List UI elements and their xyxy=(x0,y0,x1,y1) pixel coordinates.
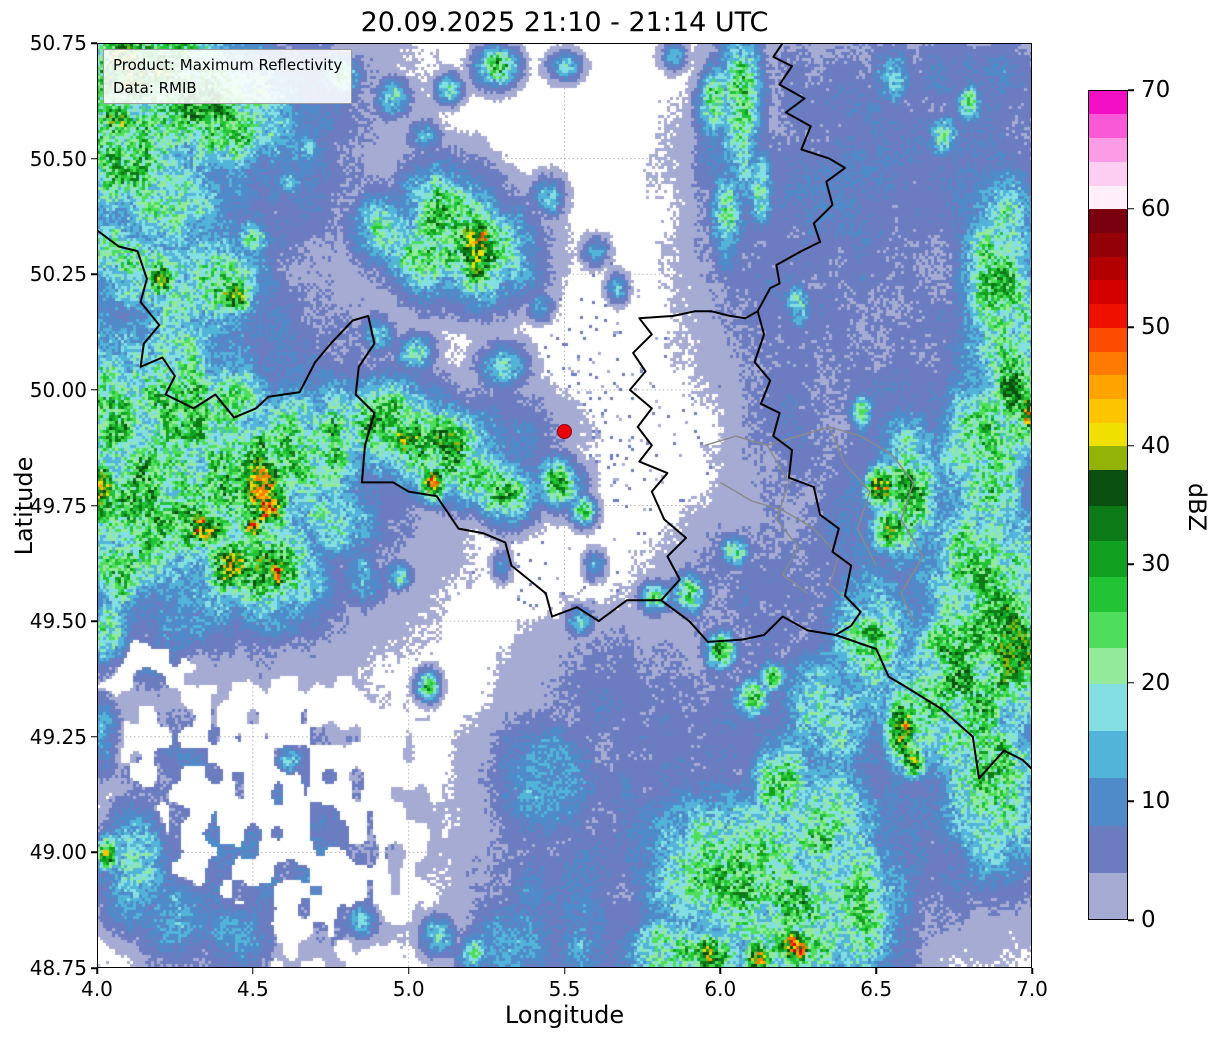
colorbar-segment xyxy=(1088,90,1128,115)
y-tick-mark xyxy=(91,273,97,275)
colorbar-segment xyxy=(1088,730,1128,779)
y-tick-label: 50.25 xyxy=(29,262,87,287)
x-tick-label: 5.5 xyxy=(548,977,581,1001)
colorbar-segment xyxy=(1088,374,1128,399)
colorbar-axis-label: dBZ xyxy=(1183,482,1211,532)
colorbar-segment xyxy=(1088,279,1128,305)
colorbar-tick-label: 70 xyxy=(1141,77,1171,103)
y-tick-mark xyxy=(91,967,97,969)
x-tick-label: 7.0 xyxy=(1016,977,1048,1001)
colorbar-segment xyxy=(1088,398,1128,423)
x-tick-mark xyxy=(407,968,410,974)
y-tick-mark xyxy=(91,851,97,854)
x-tick-mark xyxy=(1031,968,1033,974)
colorbar-segment xyxy=(1088,611,1128,648)
y-tick-mark xyxy=(91,736,97,738)
y-tick-label: 48.75 xyxy=(29,956,87,980)
y-tick-label: 50.75 xyxy=(29,31,87,55)
y-tick-mark xyxy=(91,620,97,622)
colorbar-tick-mark xyxy=(1128,800,1134,803)
colorbar-tick-mark xyxy=(1128,919,1134,921)
colorbar-segment xyxy=(1088,777,1128,826)
radar-site-marker xyxy=(557,424,572,439)
info-box: Product: Maximum Reflectivity Data: RMIB xyxy=(103,49,353,104)
y-tick-mark xyxy=(91,157,97,160)
colorbar-segment xyxy=(1088,303,1128,328)
colorbar-tick-label: 20 xyxy=(1141,669,1171,696)
colorbar-tick-label: 60 xyxy=(1141,195,1171,222)
y-tick-label: 49.00 xyxy=(29,840,87,865)
info-box-source: Data: RMIB xyxy=(113,78,197,97)
y-tick-label: 49.50 xyxy=(29,609,87,634)
colorbar-segment xyxy=(1088,422,1128,447)
colorbar-tick-label: 30 xyxy=(1141,551,1171,578)
colorbar-segment xyxy=(1088,161,1128,186)
colorbar-tick-mark xyxy=(1128,326,1134,328)
district-border xyxy=(704,426,924,622)
colorbar-tick-mark xyxy=(1128,682,1134,684)
y-tick-label: 49.75 xyxy=(29,493,87,518)
x-tick-label: 6.0 xyxy=(704,977,737,1001)
colorbar-tick-mark xyxy=(1128,207,1134,210)
x-tick-mark xyxy=(96,968,98,974)
colorbar-segment xyxy=(1088,505,1128,542)
x-tick-mark xyxy=(719,968,722,974)
y-tick-label: 49.25 xyxy=(29,724,87,749)
country-border xyxy=(97,229,1032,780)
plot-title: 20.09.2025 21:10 - 21:14 UTC xyxy=(360,7,769,38)
colorbar-segment xyxy=(1088,350,1128,376)
y-tick-mark xyxy=(91,504,97,507)
x-tick-mark xyxy=(875,968,877,974)
colorbar-segments xyxy=(1088,90,1128,920)
colorbar-tick-label: 0 xyxy=(1141,907,1156,933)
colorbar-segment xyxy=(1088,540,1128,577)
colorbar-segment xyxy=(1088,256,1128,281)
colorbar-tick-mark xyxy=(1128,444,1134,447)
colorbar-segment xyxy=(1088,576,1128,613)
colorbar-segment xyxy=(1088,647,1128,684)
district-border xyxy=(766,445,809,594)
y-tick-mark xyxy=(91,389,97,391)
x-tick-mark xyxy=(252,968,254,974)
colorbar-segment xyxy=(1088,137,1128,162)
country-border xyxy=(628,43,846,602)
colorbar-segment xyxy=(1088,872,1128,920)
colorbar-tick-label: 50 xyxy=(1141,314,1171,341)
borders-layer xyxy=(97,43,1032,780)
colorbar-tick-mark xyxy=(1128,563,1134,566)
colorbar-segment xyxy=(1088,327,1128,352)
colorbar-tick-mark xyxy=(1128,89,1134,91)
colorbar-segment xyxy=(1088,208,1128,233)
map-plot-area: Product: Maximum Reflectivity Data: RMIB xyxy=(97,43,1032,968)
x-tick-label: 4.0 xyxy=(81,977,113,1001)
x-tick-label: 6.5 xyxy=(860,977,893,1001)
colorbar-segment xyxy=(1088,682,1128,731)
colorbar-segment xyxy=(1088,113,1128,139)
colorbar-tick-label: 10 xyxy=(1141,788,1171,815)
x-tick-mark xyxy=(563,968,566,974)
colorbar-segment xyxy=(1088,184,1128,210)
colorbar-tick-label: 40 xyxy=(1141,432,1171,459)
x-tick-label: 5.0 xyxy=(392,977,425,1001)
colorbar-segment xyxy=(1088,445,1128,471)
info-box-product: Product: Maximum Reflectivity xyxy=(113,56,343,74)
x-tick-label: 4.5 xyxy=(236,977,269,1001)
colorbar-segment xyxy=(1088,469,1128,506)
country-border xyxy=(753,310,862,636)
y-tick-label: 50.50 xyxy=(29,146,87,171)
x-axis-label: Longitude xyxy=(504,1001,625,1029)
y-tick-label: 50.00 xyxy=(29,377,87,402)
y-tick-mark xyxy=(91,42,97,44)
colorbar-segment xyxy=(1088,825,1128,874)
district-border xyxy=(828,426,877,566)
district-border xyxy=(719,481,852,604)
colorbar-segment xyxy=(1088,232,1128,257)
radar-echo-canvas xyxy=(97,43,1032,968)
